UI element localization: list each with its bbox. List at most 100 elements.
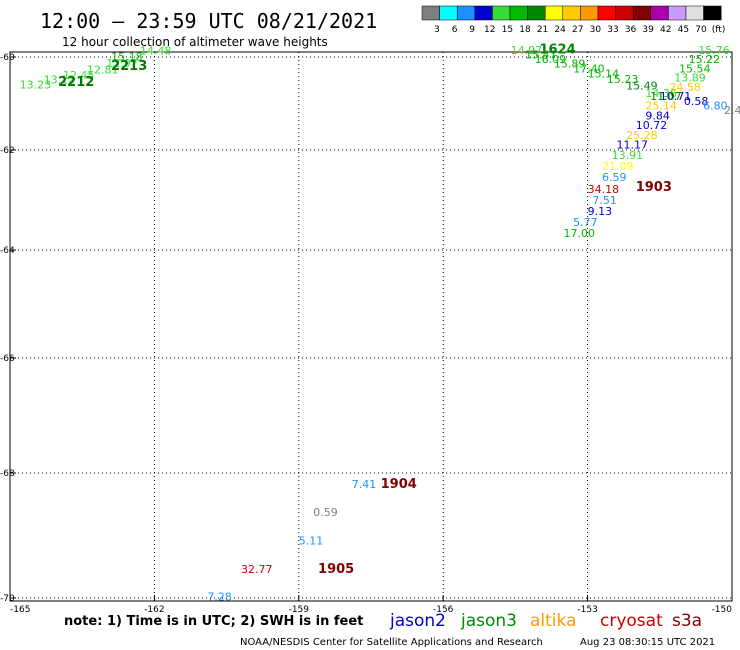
swh-reading: 24.58 bbox=[669, 81, 701, 94]
swh-reading: 6.59 bbox=[602, 171, 627, 184]
pass-time-labels: 2212 2213 1624 1903 1904 1905 bbox=[58, 42, 672, 577]
color-scale-legend: 3 6 9 12 15 18 21 24 27 30 33 36 39 42 45 70 (ft) bbox=[421, 5, 726, 35]
swh-reading: 13.23 bbox=[20, 79, 52, 92]
swh-reading: 16.09 bbox=[535, 53, 567, 66]
lat-tick-label: -62 bbox=[0, 146, 15, 156]
scale-swatch bbox=[439, 5, 458, 21]
swh-reading: 15.54 bbox=[679, 62, 711, 75]
scale-label: 18 bbox=[519, 25, 531, 35]
page-subtitle: 12 hour collection of altimeter wave hei… bbox=[62, 35, 328, 49]
scale-swatch bbox=[703, 5, 722, 21]
swh-reading: 14.36 bbox=[645, 87, 677, 100]
satellite-name: altika bbox=[530, 611, 577, 631]
swh-reading: 10.72 bbox=[636, 119, 668, 132]
scale-swatch bbox=[632, 5, 652, 21]
swh-reading: 13.89 bbox=[674, 72, 706, 85]
swh-reading: 7.28 bbox=[207, 590, 232, 603]
scale-swatch bbox=[474, 5, 493, 21]
scale-label: (ft) bbox=[712, 25, 726, 35]
longitude-ticks: -165 -162 -159 -156 -153 -150 bbox=[9, 595, 733, 615]
lat-tick-label: -66 bbox=[0, 354, 15, 364]
swh-reading: 9.13 bbox=[588, 205, 613, 218]
swh-reading: 11.07 bbox=[650, 90, 682, 103]
lon-tick-label: -156 bbox=[433, 605, 454, 615]
scale-label: 21 bbox=[537, 25, 548, 35]
scale-swatch bbox=[668, 5, 687, 21]
pass-time-label: 1903 bbox=[636, 180, 672, 195]
scale-swatch bbox=[544, 5, 564, 21]
swh-reading: 15.22 bbox=[689, 53, 721, 66]
scale-label: 9 bbox=[469, 25, 475, 35]
scale-swatch bbox=[492, 5, 511, 21]
swh-reading: 15.49 bbox=[626, 80, 658, 93]
satellite-name: jason2 bbox=[389, 611, 446, 631]
latitude-ticks: -60 -62 -64 -66 -68 -70 bbox=[0, 53, 16, 604]
lat-tick-label: -60 bbox=[0, 53, 15, 63]
swh-reading: 5.77 bbox=[573, 216, 598, 229]
swh-reading: 15.23 bbox=[607, 73, 639, 86]
scale-label: 27 bbox=[572, 25, 583, 35]
lon-tick-label: -153 bbox=[577, 605, 597, 615]
satellite-name: jason3 bbox=[460, 611, 517, 631]
swh-reading: 25.14 bbox=[645, 100, 677, 113]
credit-text: NOAA/NESDIS Center for Satellite Applica… bbox=[240, 637, 543, 648]
scale-swatch bbox=[527, 5, 546, 21]
swh-reading: 15.14 bbox=[588, 67, 620, 80]
pass-time-label: 1624 bbox=[539, 42, 575, 57]
swh-reading: 13.91 bbox=[612, 149, 644, 162]
scale-swatch bbox=[685, 5, 704, 21]
map-grid bbox=[9, 52, 733, 601]
swh-reading: 2.4 bbox=[724, 104, 740, 117]
swh-reading: 25.28 bbox=[626, 129, 658, 142]
pass-time-label: 2212 bbox=[58, 75, 94, 90]
swh-reading: 11.17 bbox=[616, 139, 648, 152]
swh-reading: 5.11 bbox=[299, 534, 324, 547]
swh-reading: 21.09 bbox=[602, 160, 634, 173]
swh-reading: 7.41 bbox=[352, 478, 377, 491]
scale-label: 33 bbox=[607, 25, 618, 35]
swh-reading: 15.47 bbox=[525, 48, 557, 61]
scale-label: 6 bbox=[452, 25, 458, 35]
pass-time-label: 2213 bbox=[111, 59, 147, 74]
lat-tick-label: -68 bbox=[0, 469, 15, 479]
swh-reading: 15.89 bbox=[554, 58, 586, 71]
swh-reading: 10.71 bbox=[660, 90, 692, 103]
lon-tick-label: -165 bbox=[10, 605, 30, 615]
scale-swatch bbox=[562, 5, 581, 21]
note-text: note: 1) Time is in UTC; 2) SWH is in fe… bbox=[64, 614, 363, 629]
satellite-name: s3a bbox=[672, 611, 702, 631]
scale-label: 39 bbox=[642, 25, 654, 35]
lon-tick-label: -150 bbox=[712, 605, 733, 615]
lon-tick-label: -162 bbox=[144, 605, 164, 615]
scale-label: 12 bbox=[484, 25, 495, 35]
swh-reading: 15.18 bbox=[111, 50, 143, 63]
swh-reading: 15.76 bbox=[698, 44, 730, 57]
page-title: 12:00 – 23:59 UTC 08/21/2021 bbox=[40, 9, 377, 33]
lat-tick-label: -70 bbox=[0, 594, 15, 604]
swh-reading: 17.00 bbox=[564, 227, 596, 240]
scale-label: 70 bbox=[695, 25, 707, 35]
scale-swatch bbox=[580, 5, 599, 21]
scale-label: 24 bbox=[554, 25, 566, 35]
swh-reading: 0.59 bbox=[313, 506, 338, 519]
satellite-legend: jason2 jason3 altika cryosat s3a bbox=[389, 611, 702, 631]
scale-swatch bbox=[615, 5, 634, 21]
scale-swatch bbox=[597, 5, 616, 21]
satellite-name: cryosat bbox=[600, 611, 663, 631]
swh-reading: 13.12 bbox=[44, 74, 75, 87]
swh-reading: 34.18 bbox=[588, 183, 620, 196]
swh-reading: 6.80 bbox=[703, 100, 728, 113]
swh-reading: 12.97 bbox=[106, 57, 137, 70]
scale-swatch bbox=[421, 5, 440, 21]
scale-label: 30 bbox=[590, 25, 602, 35]
swh-reading: 12.81 bbox=[87, 63, 119, 76]
swh-reading: 7.51 bbox=[592, 194, 617, 207]
map-frame bbox=[9, 51, 733, 602]
swh-reading: 9.84 bbox=[645, 109, 670, 122]
swh-reading: 0.58 bbox=[684, 95, 709, 108]
pass-time-label: 1905 bbox=[318, 562, 354, 577]
lon-tick-label: -159 bbox=[289, 605, 310, 615]
